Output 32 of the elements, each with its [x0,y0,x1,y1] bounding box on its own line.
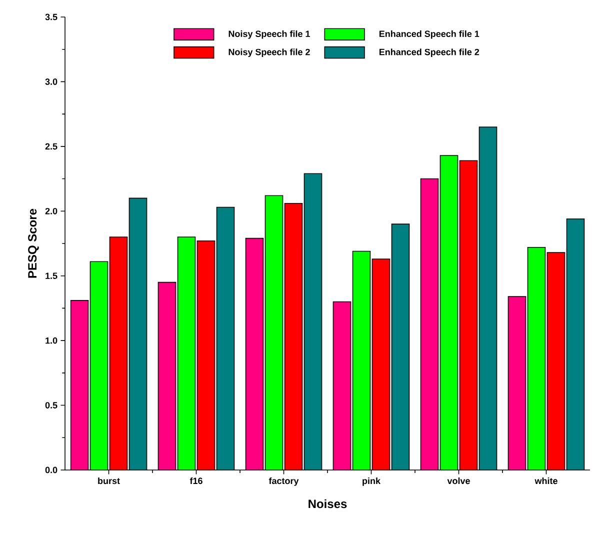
bar [460,160,478,470]
x-tick-label: white [534,477,558,484]
bar [333,302,351,470]
bar [158,282,176,470]
x-tick-label: volve [447,477,470,484]
legend-label: Enhanced Speech file 1 [379,30,480,39]
y-tick-label: 0.0 [45,466,58,474]
bar [372,259,390,470]
bar [197,240,215,470]
y-tick-label: 3.5 [45,14,58,20]
legend-label: Noisy Speech file 1 [228,30,310,39]
y-tick-label: 3.0 [45,78,58,85]
bar [70,300,88,470]
x-tick-label: pink [362,477,381,486]
legend-label: Noisy Speech file 2 [228,48,310,57]
y-tick-label: 0.5 [45,402,58,408]
bar [246,238,264,470]
bar [420,178,438,470]
bar [284,203,302,470]
y-tick-label: 2.0 [45,208,58,214]
y-tick-label: 1.5 [46,272,58,279]
x-tick-label: f16 [190,477,202,484]
y-tick-label: 2.5 [45,143,58,150]
x-tick-label: factory [268,477,299,486]
legend-label: Enhanced Speech file 2 [379,48,480,57]
bar [508,296,526,470]
y-tick-label: 1.0 [46,337,58,344]
bar [546,252,566,470]
bar [110,237,128,470]
y-axis-title: PESQ Score [28,208,39,278]
x-axis-title: Noises [308,499,347,508]
x-tick-label: burst [98,477,120,484]
